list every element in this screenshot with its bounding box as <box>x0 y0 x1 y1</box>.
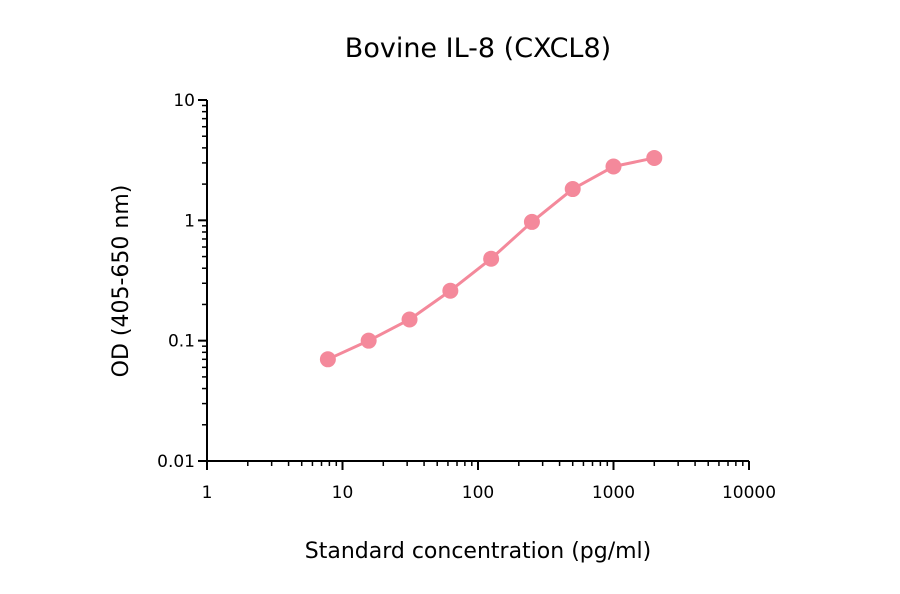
y-tick-label: 10 <box>173 91 195 111</box>
ticks <box>198 99 750 470</box>
series-layer <box>319 149 663 368</box>
y-axis-label: OD (405-650 nm) <box>109 185 134 378</box>
x-tick-label: 1 <box>202 483 213 503</box>
x-axis-label: Standard concentration (pg/ml) <box>305 539 652 564</box>
data-point <box>605 158 622 175</box>
axes <box>206 100 749 462</box>
data-point <box>442 282 459 299</box>
chart-title: Bovine IL-8 (CXCL8) <box>345 33 611 64</box>
y-tick-label: 0.01 <box>157 452 195 472</box>
data-point <box>564 181 581 198</box>
tick-labels: 1 10 100 1000 10000 0.01 0.1 1 10 <box>157 91 776 503</box>
data-point <box>523 213 540 230</box>
data-point <box>360 332 377 349</box>
x-tick-label: 100 <box>462 483 494 503</box>
data-point <box>401 311 418 328</box>
y-tick-label: 0.1 <box>168 332 195 352</box>
data-point <box>483 250 500 267</box>
y-tick-label: 1 <box>184 211 195 231</box>
data-point <box>319 351 336 368</box>
data-point <box>646 149 663 166</box>
x-tick-label: 10 <box>332 483 354 503</box>
x-tick-label: 1000 <box>592 483 635 503</box>
x-tick-label: 10000 <box>722 483 776 503</box>
